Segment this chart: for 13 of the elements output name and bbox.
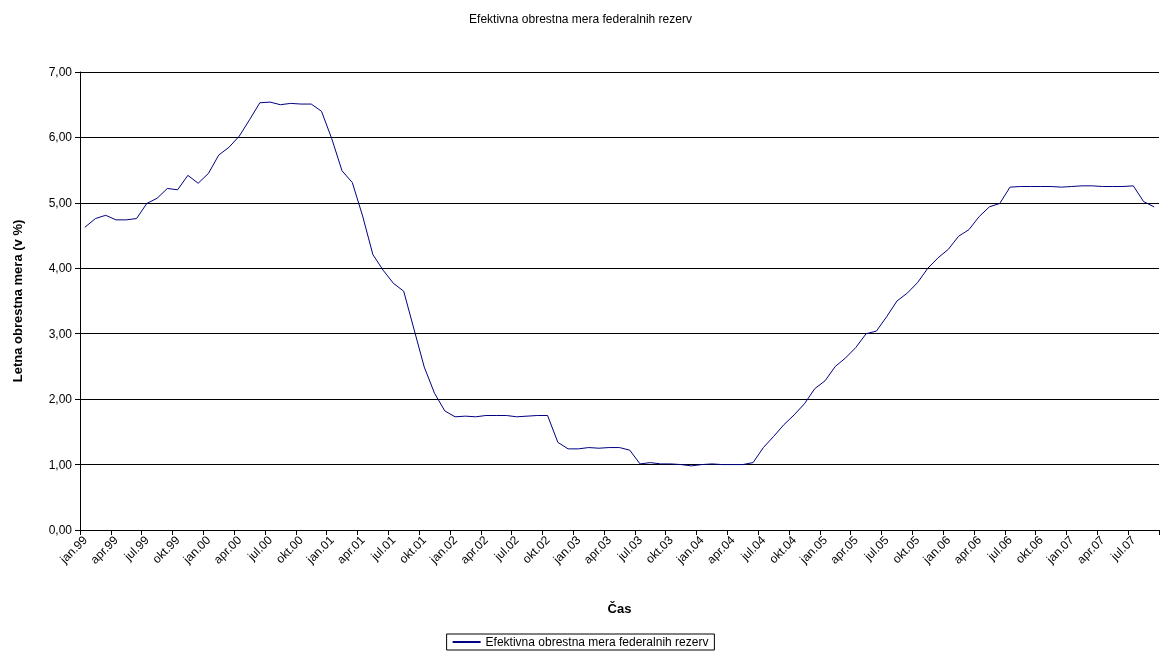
legend-label: Efektivna obrestna mera federalnih rezerv (485, 635, 709, 649)
y-tick-label: 3,00 (48, 326, 73, 341)
y-tick-label: 4,00 (48, 261, 73, 276)
y-tick-label: 7,00 (48, 65, 73, 79)
y-tick-label: 5,00 (48, 195, 73, 210)
x-axis-title: Čas (607, 601, 632, 616)
line-series (84, 101, 1155, 467)
y-axis-title: Letna obrestna mera (v %) (10, 219, 25, 383)
y-tick-label: 0,00 (48, 523, 73, 537)
chart-title: Efektivna obrestna mera federalnih rezerv (469, 12, 692, 26)
y-tick-label: 6,00 (48, 130, 73, 145)
y-tick-label: 1,00 (48, 457, 73, 472)
y-tick-label: 2,00 (48, 392, 73, 407)
